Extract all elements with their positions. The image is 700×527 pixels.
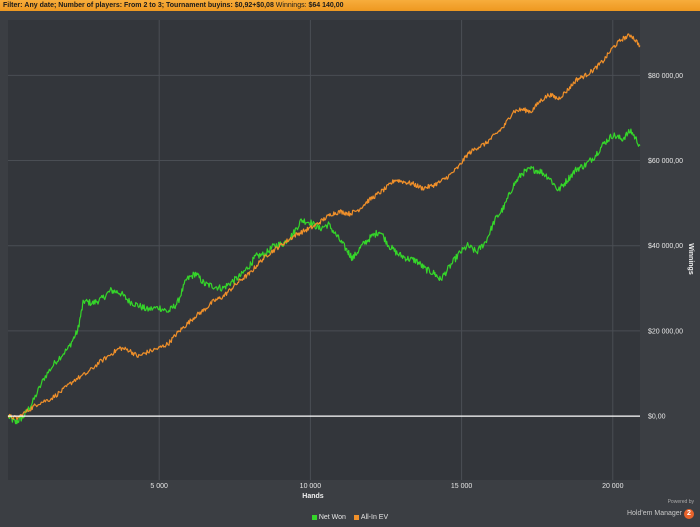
legend-label-net-won: Net Won xyxy=(318,514,346,521)
y-tick-label: $60 000,00 xyxy=(648,158,683,165)
legend-label-all-in-ev: All-In EV xyxy=(360,514,389,521)
powered-by-text: Powered by xyxy=(667,499,694,505)
filter-buyins: Tournament buyins: $0,92+$0,08 xyxy=(166,2,274,9)
chart-legend: Net Won All-In EV xyxy=(0,514,700,522)
x-tick-label: 5 000 xyxy=(150,483,168,490)
y-tick-label: $0,00 xyxy=(648,414,666,421)
legend-item-all-in-ev[interactable]: All-In EV xyxy=(353,514,389,521)
filter-label: Filter: xyxy=(3,2,23,9)
filter-players: Number of players: From 2 to 3; xyxy=(58,2,165,9)
y-tick-label: $20 000,00 xyxy=(648,328,683,335)
filter-bar: Filter: Any date; Number of players: Fro… xyxy=(0,0,700,11)
brand-badge-icon: 2 xyxy=(684,508,694,519)
powered-by-logo: Powered by Hold'em Manager 2 xyxy=(627,499,694,523)
filter-winnings-value: $64 140,00 xyxy=(308,2,344,9)
y-tick-label: $80 000,00 xyxy=(648,73,683,80)
x-tick-label: 15 000 xyxy=(451,483,473,490)
x-axis-title: Hands xyxy=(302,493,324,500)
legend-swatch-net-won xyxy=(311,515,317,520)
y-tick-label: $40 000,00 xyxy=(648,243,683,250)
series-layer xyxy=(7,33,641,425)
filter-date: Any date; xyxy=(24,2,57,9)
series-line-net-won xyxy=(7,128,641,425)
grid-layer xyxy=(8,20,640,480)
brand-name: Hold'em Manager xyxy=(626,510,682,518)
legend-swatch-all-in-ev xyxy=(353,515,359,520)
y-axis-title: Winnings xyxy=(687,243,694,275)
series-line-all-in-ev xyxy=(7,33,641,421)
x-tick-label: 20 000 xyxy=(602,483,624,490)
winnings-chart: 5 000 10 000 15 000 20 000 $0,00 $20 000,00 $4… xyxy=(7,20,694,500)
filter-winnings-label: Winnings: xyxy=(275,2,307,9)
tick-layer: 5 000 10 000 15 000 20 000 $0,00 $20 000,00 $4… xyxy=(150,73,683,490)
x-tick-label: 10 000 xyxy=(300,483,322,490)
plot-area xyxy=(8,20,640,480)
legend-item-net-won[interactable]: Net Won xyxy=(311,514,346,521)
